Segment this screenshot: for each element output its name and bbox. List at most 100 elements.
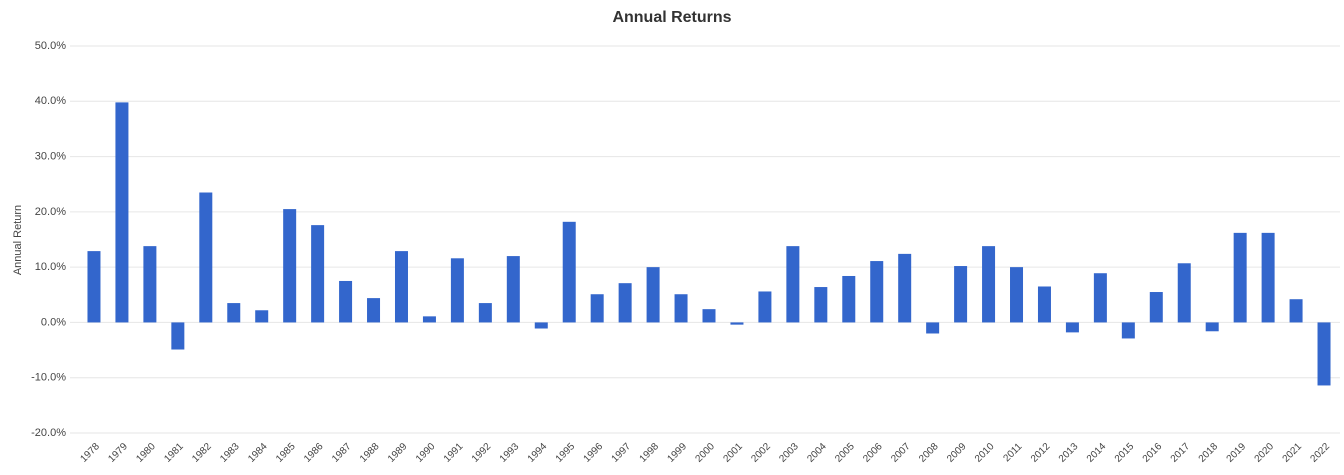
x-tick-label: 1981 bbox=[162, 441, 186, 465]
bar bbox=[1149, 292, 1163, 323]
x-tick-label: 2008 bbox=[917, 441, 941, 465]
bar bbox=[87, 251, 101, 323]
x-tick-label: 1996 bbox=[582, 441, 606, 465]
bar bbox=[171, 322, 185, 350]
bar bbox=[422, 316, 436, 323]
bar bbox=[1289, 299, 1303, 323]
x-tick-label: 2004 bbox=[805, 441, 829, 465]
bar bbox=[1065, 322, 1079, 333]
bar bbox=[814, 287, 828, 323]
bar bbox=[115, 102, 129, 323]
bar bbox=[1037, 286, 1051, 323]
bar bbox=[255, 310, 269, 323]
x-tick-label: 1993 bbox=[498, 441, 522, 465]
bar bbox=[842, 275, 856, 323]
x-tick-label: 2009 bbox=[945, 441, 969, 465]
x-tick-label: 1991 bbox=[442, 441, 466, 465]
bar bbox=[1093, 273, 1107, 323]
x-tick-label: 2012 bbox=[1029, 441, 1053, 465]
x-tick-label: 2014 bbox=[1085, 441, 1109, 465]
bar bbox=[590, 294, 604, 323]
x-tick-label: 1980 bbox=[134, 441, 158, 465]
bar bbox=[506, 256, 520, 323]
x-tick-label: 2005 bbox=[833, 441, 857, 465]
x-tick-label: 1989 bbox=[386, 441, 410, 465]
bar bbox=[1261, 232, 1275, 323]
bar bbox=[339, 280, 353, 323]
bar bbox=[450, 258, 464, 323]
bar bbox=[1177, 263, 1191, 323]
bar bbox=[954, 266, 968, 323]
x-tick-label: 1987 bbox=[330, 441, 354, 465]
x-tick-label: 2019 bbox=[1225, 441, 1249, 465]
x-tick-label: 1988 bbox=[358, 441, 382, 465]
x-tick-label: 1995 bbox=[554, 441, 578, 465]
x-tick-label: 1985 bbox=[274, 441, 298, 465]
x-tick-label: 1992 bbox=[470, 441, 494, 465]
bar bbox=[1205, 322, 1219, 332]
bar bbox=[730, 322, 744, 325]
x-tick-label: 2013 bbox=[1057, 441, 1081, 465]
bar bbox=[702, 309, 716, 323]
x-tick-label: 2006 bbox=[861, 441, 885, 465]
bar bbox=[898, 253, 912, 323]
bar bbox=[786, 246, 800, 323]
x-tick-label: 1982 bbox=[190, 441, 214, 465]
y-tick-label: 30.0% bbox=[35, 150, 66, 162]
bar bbox=[283, 209, 297, 323]
bar bbox=[199, 192, 213, 323]
bar bbox=[646, 267, 660, 323]
x-tick-label: 1983 bbox=[218, 441, 242, 465]
x-tick-label: 1990 bbox=[414, 441, 438, 465]
bar bbox=[1317, 322, 1331, 386]
x-tick-label: 1978 bbox=[78, 441, 102, 465]
x-tick-label: 2002 bbox=[749, 441, 773, 465]
x-tick-label: 1986 bbox=[302, 441, 326, 465]
x-tick-label: 2003 bbox=[777, 441, 801, 465]
bar bbox=[870, 261, 884, 323]
x-tick-label: 2015 bbox=[1113, 441, 1137, 465]
x-tick-label: 2020 bbox=[1253, 441, 1277, 465]
bar bbox=[618, 283, 632, 323]
x-tick-label: 2007 bbox=[889, 441, 913, 465]
y-tick-label: -20.0% bbox=[31, 427, 66, 439]
y-axis-title: Annual Return bbox=[12, 205, 24, 275]
y-tick-label: 50.0% bbox=[35, 40, 66, 52]
bar bbox=[926, 322, 940, 334]
bar bbox=[1121, 322, 1135, 339]
bar bbox=[562, 221, 576, 323]
x-tick-label: 1994 bbox=[526, 441, 550, 465]
x-tick-label: 1979 bbox=[106, 441, 130, 465]
bar bbox=[367, 298, 381, 323]
bar bbox=[1233, 232, 1247, 323]
x-tick-label: 2022 bbox=[1308, 441, 1332, 465]
x-tick-label: 1998 bbox=[638, 441, 662, 465]
x-tick-label: 2016 bbox=[1141, 441, 1165, 465]
x-tick-label: 2021 bbox=[1281, 441, 1305, 465]
y-tick-label: 10.0% bbox=[35, 261, 66, 273]
bar bbox=[674, 294, 688, 323]
x-tick-label: 2017 bbox=[1169, 441, 1193, 465]
x-tick-label: 2018 bbox=[1197, 441, 1221, 465]
bar bbox=[143, 246, 157, 323]
bar bbox=[758, 291, 772, 323]
x-tick-label: 2010 bbox=[973, 441, 997, 465]
x-tick-label: 2011 bbox=[1002, 441, 1025, 464]
bar bbox=[982, 246, 996, 323]
bar bbox=[534, 322, 548, 329]
x-tick-label: 2001 bbox=[721, 441, 745, 465]
bar bbox=[227, 303, 241, 323]
x-tick-label: 1997 bbox=[610, 441, 634, 465]
x-tick-label: 1999 bbox=[666, 441, 690, 465]
bar bbox=[1010, 267, 1024, 323]
x-tick-label: 1984 bbox=[246, 441, 270, 465]
bar bbox=[311, 225, 325, 323]
bar bbox=[394, 251, 408, 323]
y-tick-label: -10.0% bbox=[31, 372, 66, 384]
x-tick-label: 2000 bbox=[693, 441, 717, 465]
y-tick-label: 0.0% bbox=[41, 316, 66, 328]
y-tick-label: 40.0% bbox=[35, 95, 66, 107]
bar bbox=[478, 303, 492, 323]
chart-title: Annual Returns bbox=[612, 9, 731, 26]
